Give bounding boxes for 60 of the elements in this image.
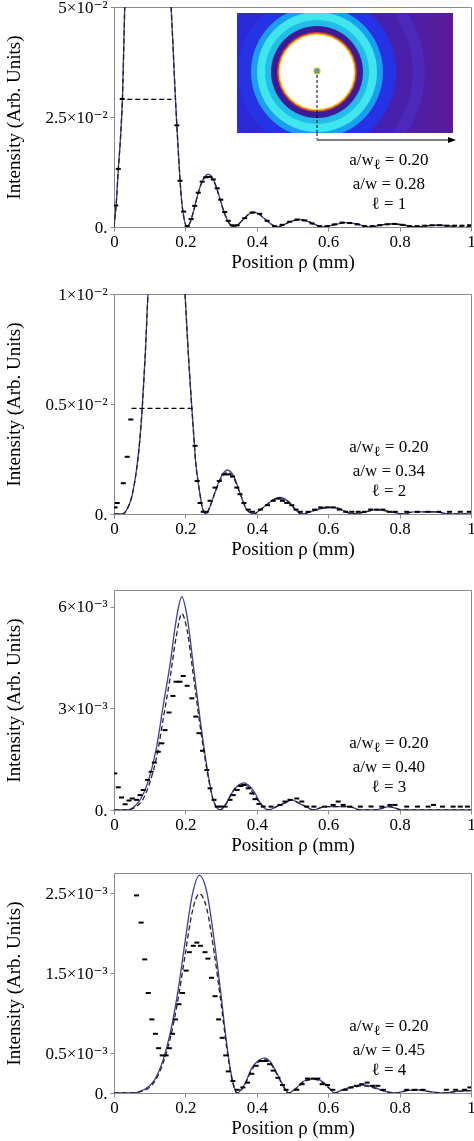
x-tick-label: 1 [467,814,474,834]
annotation: a/w = 0.40 [351,757,427,778]
annotation: ℓ = 3 [370,777,408,798]
y-tick-label: 0. [94,217,108,237]
y-tick-label: 5×10⁻² [58,0,108,17]
y-tick-label: 1.5×10⁻³ [45,963,108,983]
y-tick-label: 2.5×10⁻² [45,107,108,127]
x-axis-title: Position ρ (mm) [231,250,355,273]
x-tick-label: 0.8 [389,1097,411,1117]
x-tick-label: 0 [110,1097,119,1117]
annotation: ℓ = 1 [370,194,408,215]
y-tick-label: 2.5×10⁻³ [45,883,108,903]
y-axis-title: Intensity (Arb. Units) [2,901,25,1066]
x-tick-label: 0 [110,518,119,538]
y-axis-title: Intensity (Arb. Units) [2,35,25,200]
x-axis-title: Position ρ (mm) [231,833,355,856]
x-tick-label: 1 [467,231,474,251]
y-tick-label: 1×10⁻² [58,284,108,304]
x-axis-title: Position ρ (mm) [231,1116,355,1139]
y-tick-label: 0.5×10⁻³ [45,1043,108,1063]
annotation: a/w = 0.34 [351,461,427,482]
x-tick-label: 0 [110,231,119,251]
annotation: a/w = 0.28 [351,174,427,195]
x-tick-label: 0.2 [175,814,197,834]
x-tick-label: 0.6 [318,518,340,538]
point [114,506,118,509]
y-tick-label: 3×10⁻³ [58,698,108,718]
x-tick-label: 0.4 [246,1097,269,1117]
annotation: a/w$_{ℓ}$ = 0.20 [349,150,429,175]
x-tick-label: 1 [467,518,474,538]
y-tick-label: 0.5×10⁻² [45,394,108,414]
x-tick-label: 0 [110,814,119,834]
point [280,499,285,502]
annotation: a/w$_{ℓ}$ = 0.20 [349,733,429,758]
annotation: a/w = 0.45 [351,1040,427,1061]
x-tick-label: 0.4 [246,518,269,538]
y-tick-label: 0. [94,504,108,524]
x-tick-label: 0.4 [246,231,269,251]
annotation: ℓ = 4 [370,1060,408,1081]
x-tick-label: 1 [467,1097,474,1117]
y-tick-label: 0. [94,800,108,820]
x-tick-label: 0.8 [389,231,411,251]
x-tick-label: 0.2 [175,231,197,251]
y-tick-label: 6×10⁻³ [58,597,108,617]
x-tick-label: 0.2 [175,518,197,538]
x-axis-title: Position ρ (mm) [231,537,355,560]
x-tick-label: 0.6 [318,814,340,834]
y-axis-title: Intensity (Arb. Units) [2,322,25,487]
annotation: ℓ = 2 [370,481,408,502]
x-tick-label: 0.8 [389,814,411,834]
point [467,224,471,227]
x-tick-label: 0.2 [175,1097,197,1117]
annotation: a/w$_{ℓ}$ = 0.20 [349,437,429,462]
x-tick-label: 0.4 [246,814,269,834]
y-axis-title: Intensity (Arb. Units) [2,618,25,783]
x-tick-label: 0.6 [318,1097,340,1117]
x-tick-label: 0.8 [389,518,411,538]
y-tick-label: 0. [94,1083,108,1103]
annotation: a/w$_{ℓ}$ = 0.20 [349,1016,429,1041]
x-tick-label: 0.6 [318,231,340,251]
